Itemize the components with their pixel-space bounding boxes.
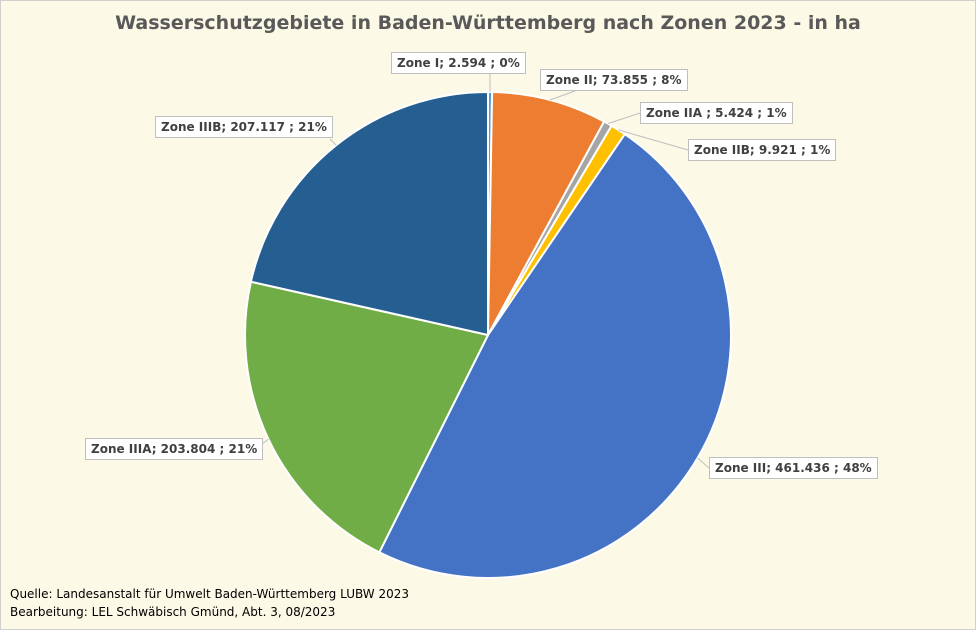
pie-slice-zone-iiia — [244, 280, 490, 554]
pie-slice-zone-iii — [377, 132, 732, 579]
source-line: Quelle: Landesanstalt für Umwelt Baden-W… — [10, 587, 410, 601]
data-label: Zone I; 2.594 ; 0% — [391, 52, 526, 74]
data-label: Zone IIIB; 207.117 ; 21% — [155, 116, 333, 138]
leader-line — [607, 112, 641, 125]
leader-line — [697, 457, 710, 469]
chart-title: Wasserschutzgebiete in Baden-Württemberg… — [115, 12, 861, 34]
leader-line — [329, 138, 337, 146]
data-label: Zone IIA ; 5.424 ; 1% — [640, 102, 793, 124]
data-label: Zone IIIA; 203.804 ; 21% — [85, 438, 264, 460]
data-label: Zone IIB; 9.921 ; 1% — [688, 139, 837, 161]
data-label: Zone III; 461.436 ; 48% — [709, 457, 878, 479]
data-label: Zone II; 73.855 ; 8% — [540, 69, 688, 91]
leader-line — [549, 90, 576, 101]
editor-line: Bearbeitung: LEL Schwäbisch Gmünd, Abt. … — [10, 605, 336, 619]
leader-line — [618, 129, 689, 151]
